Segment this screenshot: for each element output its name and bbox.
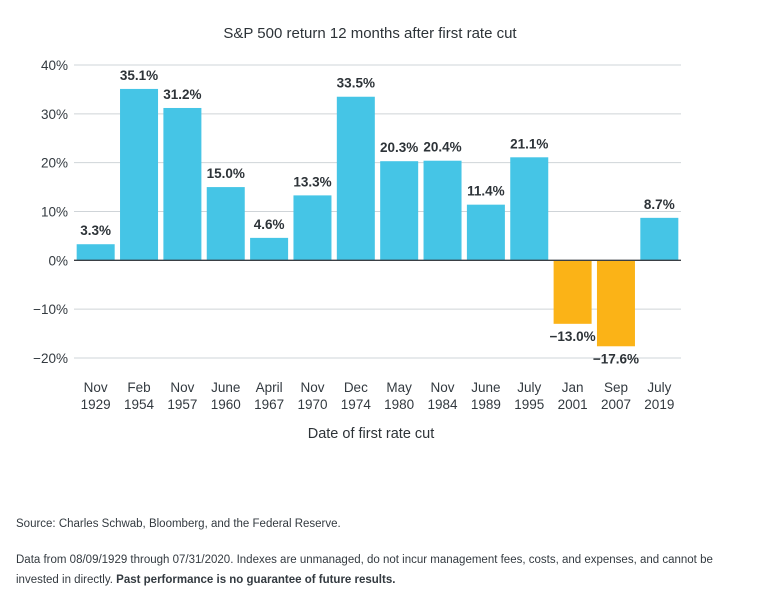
x-tick-label-year: 1957 <box>167 397 197 412</box>
y-tick-label: 0% <box>48 253 68 268</box>
bar <box>206 187 245 261</box>
data-label: 15.0% <box>207 166 245 181</box>
x-tick-label-year: 2007 <box>601 397 631 412</box>
past-performance-disclaimer: Past performance is no guarantee of futu… <box>116 574 396 586</box>
bar <box>640 217 679 261</box>
y-tick-label: −10% <box>33 302 68 317</box>
x-tick-label-month: June <box>211 380 240 395</box>
data-label: 3.3% <box>80 223 111 238</box>
x-tick-label-month: Jan <box>562 380 584 395</box>
data-label: 20.4% <box>423 140 461 155</box>
data-label: 8.7% <box>644 197 675 212</box>
data-label: 33.5% <box>337 76 375 91</box>
data-label: 11.4% <box>467 184 505 199</box>
bar-chart: S&P 500 return 12 months after first rat… <box>33 25 681 442</box>
bar <box>120 88 159 261</box>
bar <box>336 96 375 261</box>
x-tick-label-year: 1974 <box>341 397 372 412</box>
data-label: 4.6% <box>254 217 285 232</box>
y-tick-label: −20% <box>33 351 68 366</box>
y-tick-label: 20% <box>41 156 68 171</box>
x-tick-label-month: Nov <box>300 380 324 395</box>
data-label: −13.0% <box>550 329 596 344</box>
x-tick-label-month: Nov <box>170 380 194 395</box>
bar <box>596 260 635 347</box>
data-disclaimer-note: Data from 08/09/1929 through 07/31/2020.… <box>16 550 746 590</box>
x-tick-label-year: 1960 <box>211 397 241 412</box>
source-note: Source: Charles Schwab, Bloomberg, and t… <box>16 518 341 530</box>
x-tick-label-year: 1984 <box>428 397 459 412</box>
data-label: −17.6% <box>593 351 639 366</box>
x-tick-label-month: Nov <box>431 380 455 395</box>
x-axis-label: Date of first rate cut <box>308 426 435 442</box>
bar <box>510 157 549 261</box>
x-tick-label-month: April <box>256 380 283 395</box>
x-tick-label-year: 1929 <box>81 397 111 412</box>
x-tick-label-year: 2001 <box>558 397 588 412</box>
x-tick-label-month: July <box>517 380 541 395</box>
x-tick-label-month: Dec <box>344 380 368 395</box>
x-tick-label-month: Feb <box>127 380 150 395</box>
data-label: 13.3% <box>293 174 331 189</box>
data-label: 20.3% <box>380 140 418 155</box>
bar <box>380 161 419 261</box>
x-tick-label-year: 2019 <box>644 397 674 412</box>
bar <box>250 237 289 261</box>
x-tick-label-year: 1995 <box>514 397 544 412</box>
x-tick-label-month: May <box>386 380 412 395</box>
x-tick-label-year: 1980 <box>384 397 414 412</box>
x-tick-label-year: 1967 <box>254 397 284 412</box>
y-tick-label: 40% <box>41 58 68 73</box>
bar <box>163 107 202 261</box>
x-tick-label-month: Nov <box>84 380 108 395</box>
x-tick-label-year: 1970 <box>297 397 327 412</box>
x-tick-label-month: Sep <box>604 380 628 395</box>
x-tick-label-month: June <box>471 380 500 395</box>
data-label: 21.1% <box>510 136 548 151</box>
bar <box>293 195 332 261</box>
data-label: 31.2% <box>163 87 201 102</box>
data-label: 35.1% <box>120 68 158 83</box>
x-tick-label-year: 1954 <box>124 397 155 412</box>
y-tick-label: 30% <box>41 107 68 122</box>
x-tick-label-month: July <box>647 380 671 395</box>
chart-title: S&P 500 return 12 months after first rat… <box>223 25 517 42</box>
data-range-note: Data from 08/09/1929 through 07/31/2020.… <box>16 554 713 586</box>
bar <box>423 160 462 261</box>
x-tick-label-year: 1989 <box>471 397 501 412</box>
y-tick-label: 10% <box>41 205 68 220</box>
bar <box>76 244 115 261</box>
bar <box>466 204 505 261</box>
bar <box>553 260 592 324</box>
